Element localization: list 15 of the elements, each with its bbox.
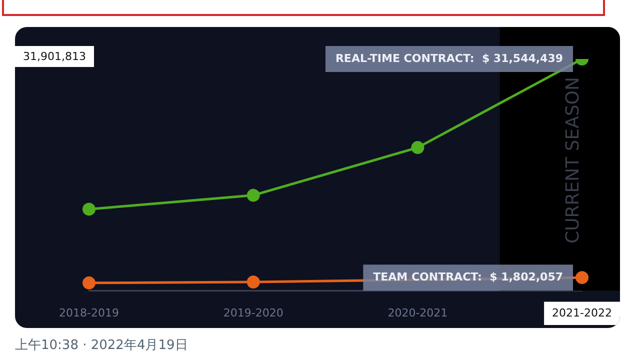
- point: [82, 202, 96, 216]
- text: 31,901,813: [15, 46, 94, 67]
- point: [576, 271, 589, 284]
- annotation: REAL-TIME CONTRACT: $ 31,544,439: [335, 52, 564, 65]
- x-tick-label: 2020-2021: [388, 306, 448, 320]
- point: [246, 188, 260, 202]
- x-tick-label: 2018-2019: [59, 306, 119, 320]
- band-label: CURRENT SEASON: [562, 77, 584, 244]
- point: [411, 141, 424, 154]
- annotation: TEAM CONTRACT: $ 1,802,057: [373, 270, 564, 284]
- x-tick-label: 2019-2020: [223, 306, 284, 320]
- x-tick-label: 2021-2022: [552, 306, 612, 320]
- point: [82, 276, 96, 290]
- point: [246, 275, 260, 288]
- text: 上午10:38 · 2022年4月19日: [15, 337, 188, 354]
